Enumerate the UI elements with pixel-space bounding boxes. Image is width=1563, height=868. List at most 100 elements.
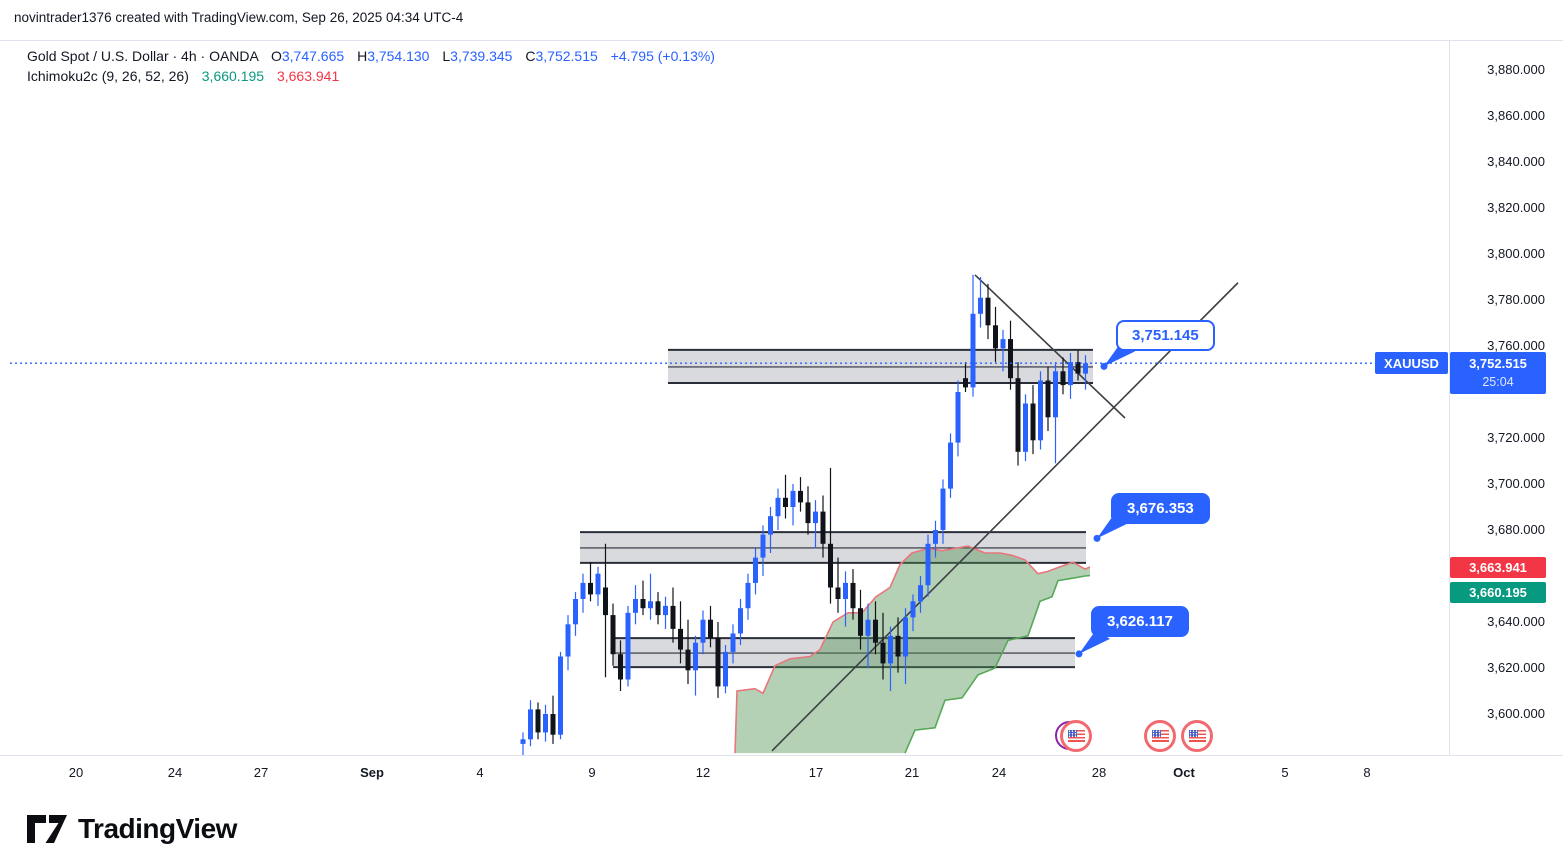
candle-body <box>888 635 893 664</box>
symbol-price-tag: XAUUSD <box>1375 352 1448 374</box>
chart-legend: Gold Spot / U.S. Dollar · 4h · OANDA O3,… <box>27 46 715 86</box>
x-axis-label: 9 <box>588 765 596 780</box>
candle-body <box>940 488 946 530</box>
price-axis-separator <box>1449 41 1450 755</box>
candle-body <box>933 530 938 544</box>
candle-body <box>640 599 646 609</box>
candle-body <box>903 617 908 657</box>
high-value: 3,754.130 <box>367 48 430 64</box>
candle-body <box>978 297 983 314</box>
last-price-tag: 3,752.515 25:04 <box>1450 352 1546 394</box>
open-value: 3,747.665 <box>281 48 345 64</box>
x-axis-label: 24 <box>991 765 1007 780</box>
candle-body <box>685 649 691 671</box>
candle-body <box>880 642 886 664</box>
candle-body <box>993 325 998 349</box>
candle-body <box>843 582 848 599</box>
candle-body <box>1045 380 1051 418</box>
price-callout-3626[interactable]: 3,626.117 <box>1091 606 1189 637</box>
us-flag-graphic <box>1151 730 1169 742</box>
candle-body <box>670 605 676 629</box>
us-flag-event-icon[interactable] <box>1060 720 1092 752</box>
us-flag-event-icon[interactable] <box>1144 720 1176 752</box>
price-callout-3751[interactable]: 3,751.145 <box>1116 320 1215 351</box>
candle-body <box>588 582 593 595</box>
candle-body <box>828 543 833 588</box>
x-axis-label: 17 <box>808 765 824 780</box>
top-separator <box>0 40 1563 41</box>
ascending-trendline[interactable] <box>771 282 1239 752</box>
y-axis-label: 3,620.000 <box>1487 660 1545 675</box>
y-axis-label: 3,780.000 <box>1487 292 1545 307</box>
candle-body <box>595 573 601 595</box>
y-axis-label: 3,880.000 <box>1487 62 1545 77</box>
cloud-upper-edge <box>734 545 1091 754</box>
candle-body <box>603 587 608 616</box>
close-label: C <box>525 48 536 64</box>
candle-body <box>1038 380 1043 441</box>
symbol-legend-row[interactable]: Gold Spot / U.S. Dollar · 4h · OANDA O3,… <box>27 46 715 66</box>
candle-body <box>1083 363 1088 374</box>
candle-body <box>723 651 728 687</box>
us-flag-event-icon[interactable] <box>1181 720 1213 752</box>
y-axis-label: 3,700.000 <box>1487 476 1545 491</box>
x-axis-label: 8 <box>1363 765 1371 780</box>
y-axis-label: 3,800.000 <box>1487 246 1545 261</box>
x-axis-label: 27 <box>253 765 269 780</box>
candle-body <box>678 628 683 650</box>
y-axis-label: 3,640.000 <box>1487 614 1545 629</box>
tradingview-logo-text: TradingView <box>78 813 237 844</box>
candle-body <box>565 624 571 657</box>
y-axis-label: 3,820.000 <box>1487 200 1545 215</box>
y-axis-label: 3,720.000 <box>1487 430 1545 445</box>
candle-body <box>948 442 953 489</box>
candle-body <box>1030 403 1036 441</box>
candle-body <box>610 615 616 655</box>
candle-body <box>910 601 916 618</box>
candle-body <box>520 739 526 744</box>
x-axis-label: 28 <box>1091 765 1107 780</box>
candle-body <box>580 582 586 599</box>
candle-body <box>1000 339 1006 349</box>
candle-body <box>783 497 788 507</box>
candle-body <box>895 635 901 657</box>
x-axis-label: 4 <box>476 765 484 780</box>
price-callout-3676[interactable]: 3,676.353 <box>1111 493 1210 524</box>
descending-trendline[interactable] <box>974 274 1126 419</box>
candle-body <box>1068 362 1073 386</box>
candle-body <box>798 490 803 503</box>
time-axis-separator <box>0 755 1563 756</box>
candle-body <box>775 497 781 517</box>
candle-body <box>925 543 931 586</box>
us-flag-graphic <box>1188 730 1206 742</box>
ichimoku-cloud[interactable] <box>735 546 1090 754</box>
y-axis-label: 3,760.000 <box>1487 338 1545 353</box>
candle-body <box>820 511 826 544</box>
candle-body <box>730 633 736 652</box>
change-value: +4.795 (+0.13%) <box>610 48 715 64</box>
candle-body <box>1008 339 1013 379</box>
candle-body <box>790 490 796 507</box>
y-axis-label: 3,600.000 <box>1487 706 1545 721</box>
candle-body <box>1053 371 1058 418</box>
candle-body <box>535 709 541 733</box>
candle-body <box>1015 378 1021 452</box>
indicator-value-red: 3,663.941 <box>276 68 340 84</box>
candle-body <box>805 502 811 524</box>
candle-body <box>738 608 743 634</box>
bar-countdown: 25:04 <box>1482 375 1514 389</box>
candle-body <box>985 297 991 326</box>
candle-body <box>708 619 713 639</box>
y-axis-label: 3,680.000 <box>1487 522 1545 537</box>
ichimoku-red-tag: 3,663.941 <box>1450 557 1546 578</box>
indicator-value-green: 3,660.195 <box>201 68 265 84</box>
candle-body <box>873 619 878 643</box>
indicator-legend-row[interactable]: Ichimoku2c (9, 26, 52, 26) 3,660.195 3,6… <box>27 66 715 86</box>
candle-body <box>700 619 706 643</box>
candle-body <box>1060 371 1066 386</box>
candle-body <box>558 656 563 735</box>
tradingview-branding[interactable]: TradingView <box>26 812 237 846</box>
low-label: L <box>442 48 451 64</box>
